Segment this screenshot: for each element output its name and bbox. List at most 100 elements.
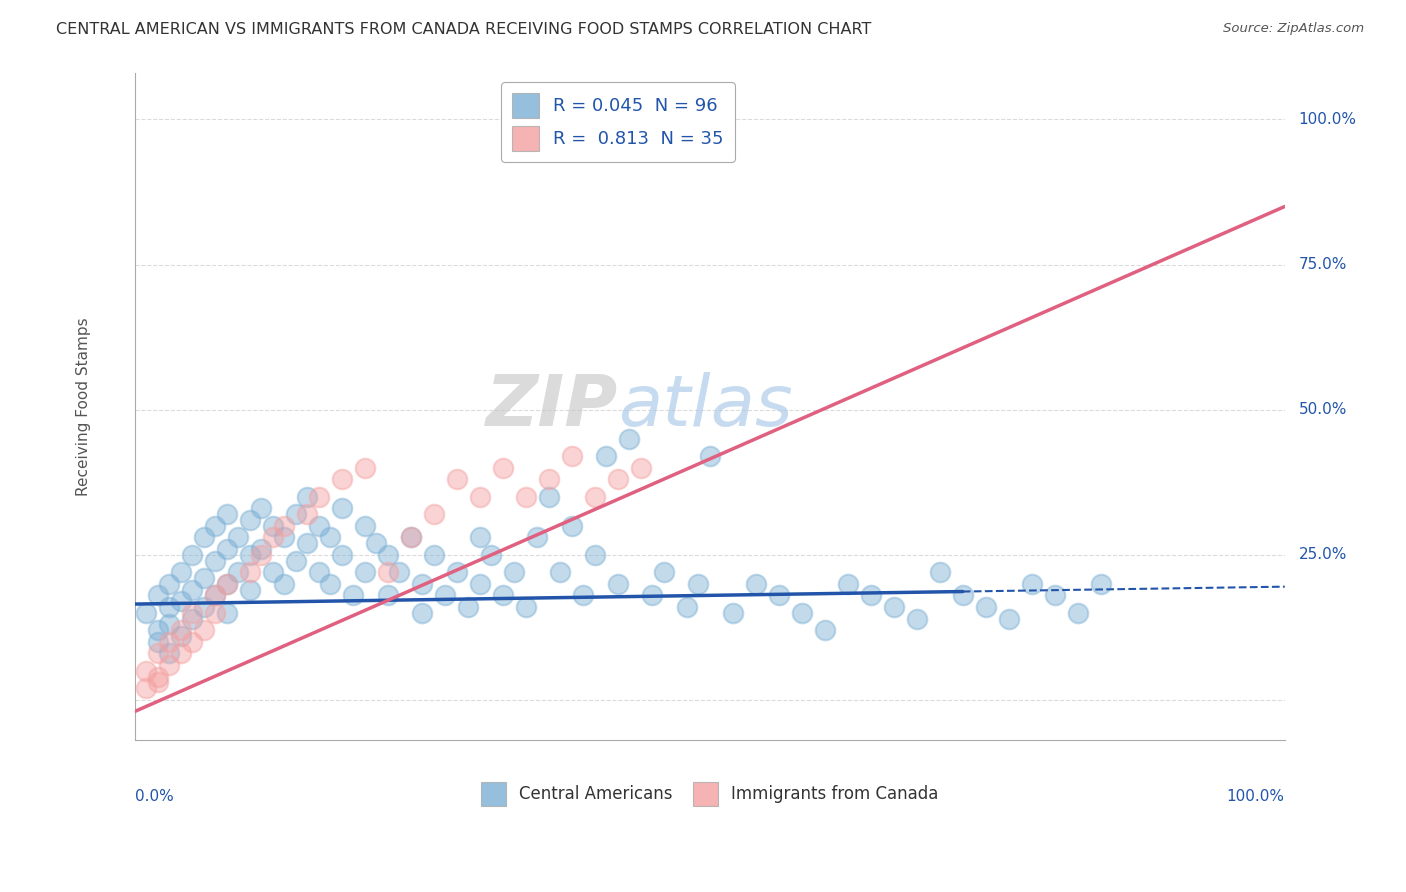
Point	[204, 518, 226, 533]
Point	[330, 501, 353, 516]
Point	[181, 635, 204, 649]
Point	[479, 548, 502, 562]
Text: 100.0%: 100.0%	[1227, 789, 1285, 804]
Point	[583, 490, 606, 504]
Point	[135, 664, 157, 678]
Point	[284, 553, 307, 567]
Point	[366, 536, 388, 550]
Point	[515, 599, 537, 614]
Point	[997, 611, 1019, 625]
Point	[1067, 606, 1090, 620]
Point	[170, 594, 193, 608]
Point	[146, 635, 169, 649]
Point	[170, 565, 193, 579]
Point	[745, 576, 768, 591]
Point	[146, 675, 169, 690]
Point	[146, 623, 169, 637]
Point	[537, 490, 560, 504]
Point	[273, 530, 295, 544]
Point	[308, 490, 330, 504]
Point	[308, 565, 330, 579]
Point	[630, 460, 652, 475]
Text: atlas: atlas	[617, 372, 793, 442]
Point	[353, 460, 375, 475]
Point	[170, 623, 193, 637]
Text: 25.0%: 25.0%	[1299, 547, 1347, 562]
Point	[193, 623, 215, 637]
Point	[170, 647, 193, 661]
Point	[411, 606, 433, 620]
Point	[342, 588, 364, 602]
Text: 100.0%: 100.0%	[1299, 112, 1357, 127]
Text: Source: ZipAtlas.com: Source: ZipAtlas.com	[1223, 22, 1364, 36]
Point	[526, 530, 548, 544]
Point	[595, 449, 617, 463]
Text: CENTRAL AMERICAN VS IMMIGRANTS FROM CANADA RECEIVING FOOD STAMPS CORRELATION CHA: CENTRAL AMERICAN VS IMMIGRANTS FROM CANA…	[56, 22, 872, 37]
Point	[641, 588, 664, 602]
Point	[193, 571, 215, 585]
Point	[561, 449, 583, 463]
Point	[170, 629, 193, 643]
Point	[699, 449, 721, 463]
Point	[859, 588, 882, 602]
Point	[262, 530, 284, 544]
Point	[652, 565, 675, 579]
Point	[814, 623, 837, 637]
Point	[204, 588, 226, 602]
Point	[790, 606, 813, 620]
Point	[503, 565, 526, 579]
Point	[273, 518, 295, 533]
Point	[157, 576, 180, 591]
Point	[226, 565, 249, 579]
Point	[262, 565, 284, 579]
Point	[308, 518, 330, 533]
Point	[250, 541, 273, 556]
Point	[446, 472, 468, 486]
Point	[606, 576, 628, 591]
Point	[204, 606, 226, 620]
Point	[193, 530, 215, 544]
Point	[297, 490, 319, 504]
Point	[157, 647, 180, 661]
Point	[146, 670, 169, 684]
Point	[157, 635, 180, 649]
Text: 75.0%: 75.0%	[1299, 257, 1347, 272]
Point	[619, 432, 641, 446]
Point	[572, 588, 595, 602]
Text: 0.0%: 0.0%	[135, 789, 173, 804]
Point	[239, 513, 262, 527]
Point	[434, 588, 457, 602]
Point	[515, 490, 537, 504]
Point	[377, 548, 399, 562]
Point	[135, 606, 157, 620]
Point	[239, 582, 262, 597]
Point	[215, 576, 238, 591]
Point	[1090, 576, 1112, 591]
Point	[330, 472, 353, 486]
Legend: Central Americans, Immigrants from Canada: Central Americans, Immigrants from Canad…	[474, 775, 945, 813]
Point	[330, 548, 353, 562]
Point	[468, 576, 491, 591]
Point	[297, 536, 319, 550]
Point	[388, 565, 411, 579]
Point	[181, 606, 204, 620]
Point	[215, 541, 238, 556]
Point	[446, 565, 468, 579]
Point	[239, 548, 262, 562]
Point	[561, 518, 583, 533]
Point	[606, 472, 628, 486]
Point	[204, 588, 226, 602]
Point	[399, 530, 422, 544]
Point	[688, 576, 710, 591]
Point	[399, 530, 422, 544]
Point	[250, 548, 273, 562]
Point	[284, 507, 307, 521]
Point	[492, 588, 515, 602]
Point	[353, 565, 375, 579]
Point	[193, 599, 215, 614]
Point	[250, 501, 273, 516]
Point	[952, 588, 974, 602]
Point	[928, 565, 950, 579]
Text: 50.0%: 50.0%	[1299, 402, 1347, 417]
Point	[837, 576, 859, 591]
